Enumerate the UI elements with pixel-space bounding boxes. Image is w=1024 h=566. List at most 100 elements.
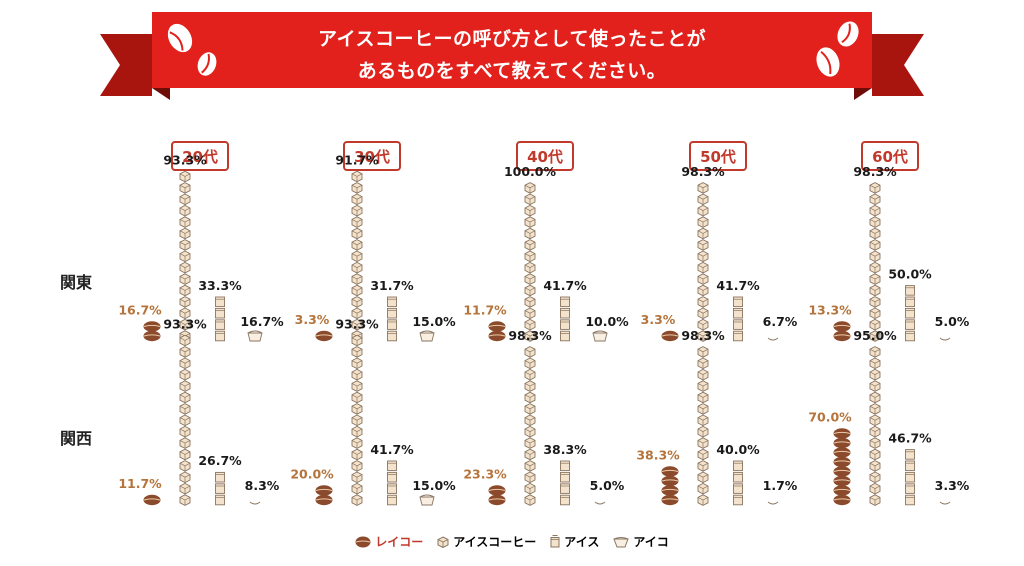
legend: レイコー アイスコーヒー アイス アイコ — [0, 533, 1024, 550]
coffee-cube-icon — [697, 273, 709, 285]
coffee-cube-icon — [697, 460, 709, 472]
coffee-bean-icon — [488, 321, 506, 332]
coffee-cube-icon — [869, 204, 881, 217]
coffee-cube-icon — [869, 284, 881, 297]
coffee-cube-icon — [351, 357, 363, 370]
coffee-cube-icon — [179, 193, 191, 206]
coffee-cube-icon — [351, 380, 363, 392]
coffee-bean-icon — [833, 494, 851, 506]
coffee-bean-icon — [661, 485, 679, 496]
data-label: 11.7% — [463, 303, 507, 318]
data-label: 16.7% — [240, 314, 284, 329]
coffee-cube-icon — [524, 346, 536, 358]
coffee-cube-icon — [697, 239, 709, 251]
coffee-bean-icon — [833, 447, 851, 458]
data-label: 20.0% — [290, 467, 334, 482]
coffee-cube-icon — [351, 307, 363, 320]
coffee-bean-icon — [143, 321, 161, 332]
data-label: 38.3% — [543, 442, 587, 457]
coffee-cube-icon — [179, 494, 191, 506]
coffee-cube-icon — [524, 273, 536, 285]
data-label: 41.7% — [543, 278, 587, 293]
chart-title-line-1: アイスコーヒーの呼び方として使ったことが — [318, 28, 706, 50]
coffee-cube-icon — [869, 307, 881, 320]
data-label: 93.3% — [163, 316, 207, 331]
coffee-cube-icon — [697, 368, 709, 381]
coffee-cube-icon — [351, 391, 363, 404]
age-header-box — [689, 141, 747, 171]
data-label: 6.7% — [763, 314, 798, 329]
coffee-cube-icon — [697, 261, 709, 274]
age-header-label: 20代 — [182, 148, 218, 166]
age-group-column — [143, 334, 261, 506]
coffee-cube-icon — [179, 346, 191, 358]
coffee-cube-icon — [179, 368, 191, 381]
coffee-cube-icon — [869, 425, 881, 438]
age-header-box — [861, 141, 919, 171]
coffee-cube-icon — [697, 182, 709, 194]
ice-bag-icon — [387, 296, 397, 308]
coffee-cube-icon — [869, 471, 881, 484]
coffee-cube-icon — [179, 261, 191, 274]
ice-bag-icon — [560, 296, 570, 308]
coffee-cube-icon — [697, 250, 709, 263]
coffee-cube-icon — [869, 193, 881, 206]
data-label: 26.7% — [198, 453, 242, 468]
data-label: 38.3% — [636, 448, 680, 463]
age-header-label: 60代 — [872, 148, 908, 166]
coffee-cube-icon — [524, 482, 536, 495]
coffee-cup-icon — [247, 330, 263, 342]
ice-bag-icon — [733, 330, 743, 342]
coffee-cube-icon — [869, 437, 881, 449]
data-label: 1.7% — [763, 478, 798, 493]
coffee-cube-icon — [351, 193, 363, 206]
coffee-cup-icon — [613, 536, 630, 547]
data-label: 10.0% — [585, 314, 629, 329]
coffee-cube-icon — [351, 437, 363, 449]
coffee-cube-icon — [697, 425, 709, 438]
legend-item-aiko: アイコ — [613, 533, 669, 550]
data-label: 5.0% — [935, 314, 970, 329]
data-label: 98.3% — [508, 328, 552, 343]
coffee-cube-icon — [351, 170, 363, 183]
coffee-cube-icon — [179, 460, 191, 472]
coffee-cube-icon — [524, 425, 536, 438]
coffee-bean-icon — [661, 475, 679, 487]
data-label: 3.3% — [295, 312, 330, 327]
coffee-bean-icon — [197, 52, 217, 76]
coffee-cube-icon — [179, 448, 191, 461]
coffee-cube-icon — [869, 357, 881, 370]
coffee-cube-icon — [524, 380, 536, 392]
data-label: 95.0% — [853, 328, 897, 343]
coffee-cube-icon — [697, 284, 709, 297]
coffee-cube-icon — [869, 330, 881, 342]
banner-right-tail — [872, 34, 924, 96]
coffee-cube-icon — [697, 346, 709, 358]
data-label: 5.0% — [590, 478, 625, 493]
ice-bag-icon — [387, 471, 397, 483]
coffee-cube-icon — [524, 261, 536, 274]
coffee-cup-icon — [592, 330, 608, 342]
data-label: 23.3% — [463, 467, 507, 482]
age-header-box — [516, 141, 574, 171]
banner-body — [152, 12, 872, 88]
ice-bag-icon — [387, 460, 397, 472]
age-group-column — [833, 182, 951, 342]
coffee-cup-icon — [767, 337, 779, 341]
coffee-cube-icon — [697, 227, 709, 240]
coffee-cube-icon — [351, 227, 363, 240]
ice-bag-icon — [905, 483, 915, 494]
age-group-column — [833, 346, 951, 506]
coffee-cube-icon — [697, 494, 709, 506]
coffee-cup-icon — [767, 501, 779, 505]
chart-title-line-2: あるものをすべて教えてください。 — [357, 60, 667, 82]
coffee-cube-icon — [697, 380, 709, 392]
coffee-bean-icon — [816, 47, 840, 77]
age-group-column — [143, 170, 263, 342]
coffee-cube-icon — [179, 273, 191, 285]
legend-item-ice: アイス — [550, 533, 599, 550]
coffee-cube-icon — [179, 170, 191, 183]
coffee-cube-icon — [869, 318, 881, 331]
ice-bag-icon — [560, 460, 570, 472]
